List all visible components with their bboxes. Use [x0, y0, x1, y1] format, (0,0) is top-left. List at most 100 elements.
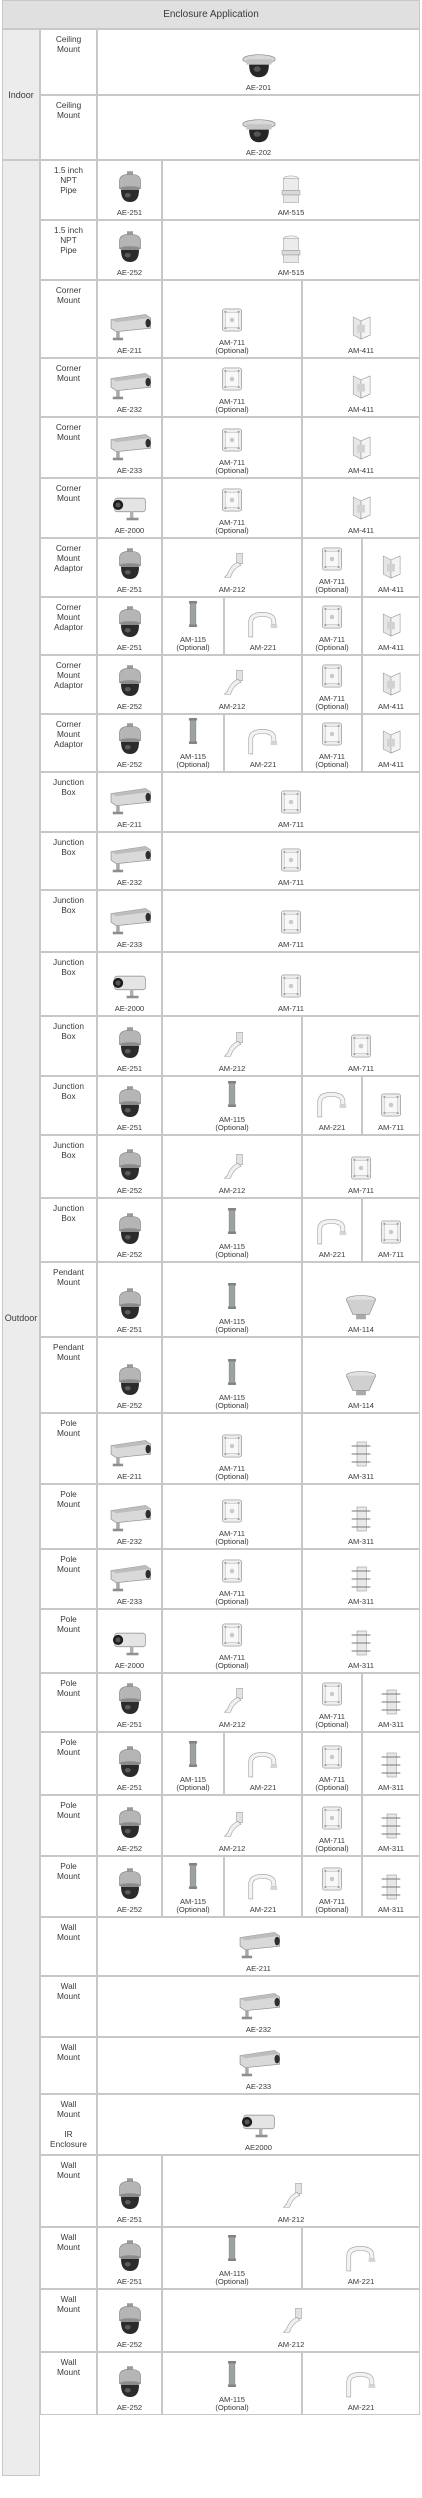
optional-note: (Optional) [315, 702, 349, 712]
junction-box-icon [377, 1218, 405, 1251]
product-cell: AE-251 [97, 1673, 162, 1732]
product-code: AM-711 [218, 1588, 246, 1598]
product-cell: AE-211 [97, 1413, 162, 1484]
product-code: AM-311 [347, 1472, 375, 1482]
junction-box-icon [318, 662, 346, 695]
optional-note: (Optional) [215, 466, 249, 476]
product-cell: AM-311 [302, 1413, 420, 1484]
row-mount-label: Corner Mount [40, 280, 97, 358]
product-code: AM-311 [377, 1720, 405, 1730]
optional-note: (Optional) [215, 1661, 249, 1671]
extension-pole-icon [225, 1204, 239, 1243]
mount-label-line: Corner [55, 483, 82, 493]
product-code: AM-114 [347, 1325, 375, 1335]
product-code: AM-212 [218, 1844, 246, 1854]
product-code: AM-711 [218, 1528, 246, 1538]
row-mount-label: 1.5 inch NPT Pipe [40, 160, 97, 220]
mount-label-line: Mount [56, 670, 81, 680]
product-cell: AE-202 [97, 95, 420, 160]
optional-note: (Optional) [215, 405, 249, 415]
product-code: AM-311 [347, 1597, 375, 1607]
corner-bracket-icon [378, 670, 404, 703]
product-cell: AM-212 [162, 538, 302, 597]
dome-icon [115, 664, 145, 703]
product-cell: AE-252 [97, 1337, 162, 1413]
box-camera-icon [107, 1562, 153, 1598]
product-cell: AM-411 [302, 417, 420, 478]
row-mount-label: Junction Box [40, 772, 97, 832]
row-mount-label: Pole Mount [40, 1673, 97, 1732]
product-cell: AM-115 (Optional) [162, 597, 224, 655]
product-cell: AE-252 [97, 1795, 162, 1856]
box-camera-icon [236, 1929, 282, 1965]
mount-label-line: Box [61, 967, 76, 977]
product-code: AE-211 [246, 1964, 271, 1974]
product-code: AE-251 [116, 2215, 143, 2225]
pole-bracket-icon [379, 1751, 403, 1784]
product-code: AM-711 [318, 1896, 346, 1906]
optional-note: (Optional) [215, 1325, 249, 1335]
product-cell: AE-201 [97, 29, 420, 95]
dome-icon [115, 230, 145, 269]
product-code: AE-201 [245, 83, 272, 93]
corner-bracket-icon [348, 314, 374, 347]
dome-icon [115, 2177, 145, 2216]
mount-label-line: Mount [56, 1499, 81, 1509]
product-cell: AM-221 [224, 714, 302, 772]
product-cell: AM-411 [302, 478, 420, 538]
box-camera-icon [236, 2047, 282, 2083]
product-code: AM-711 [318, 693, 346, 703]
product-cell: AM-115 (Optional) [162, 714, 224, 772]
product-cell: AM-212 [162, 655, 302, 714]
pole-bracket-icon [379, 1873, 403, 1906]
product-code: AM-212 [218, 585, 246, 595]
product-code: AM-115 [218, 2268, 246, 2278]
product-cell: AM-115 (Optional) [162, 2352, 302, 2415]
group-indoor-label: Indoor [2, 29, 40, 160]
mount-label-line: Box [61, 1213, 76, 1223]
ir-camera-icon [109, 493, 151, 527]
optional-note: (Optional) [315, 1783, 349, 1793]
row-mount-label: Junction Box [40, 1135, 97, 1198]
table-title: Enclosure Application [2, 0, 420, 29]
product-cell: AM-711 [362, 1198, 420, 1262]
product-cell: AM-221 [224, 1732, 302, 1795]
product-code: AM-411 [347, 466, 375, 476]
box-camera-icon [107, 905, 153, 941]
junction-box-icon [277, 788, 305, 821]
mount-label-line: Junction [53, 1081, 84, 1091]
mount-label-line: Pendant [53, 1267, 84, 1277]
product-cell: AM-711 (Optional) [162, 1609, 302, 1673]
junction-box-icon [318, 603, 346, 636]
dome-icon [115, 170, 145, 209]
product-cell: AE-2000 [97, 952, 162, 1016]
gooseneck-icon [315, 1216, 349, 1251]
mount-label-line: Wall [60, 1981, 77, 1991]
mount-label-line: Mount [56, 2367, 81, 2377]
product-cell: AE-251 [97, 160, 162, 220]
product-code: AE-252 [116, 268, 143, 278]
row-mount-label: Wall Mount [40, 2155, 97, 2227]
mount-label-line: Pipe [60, 245, 77, 255]
product-cell: AM-114 [302, 1337, 420, 1413]
product-code: AM-115 [179, 634, 207, 644]
product-cell: AE-211 [97, 772, 162, 832]
product-cell: AE-232 [97, 1976, 420, 2037]
product-code: AE-202 [245, 148, 272, 158]
row-mount-label: 1.5 inch NPT Pipe [40, 220, 97, 280]
dome-icon [115, 1363, 145, 1402]
mount-label-line: Box [61, 1031, 76, 1041]
product-code: AM-411 [377, 702, 405, 712]
product-cell: AM-212 [162, 1673, 302, 1732]
product-cell: AM-411 [362, 597, 420, 655]
product-cell: AM-711 [362, 1076, 420, 1135]
gooseneck-icon [344, 2369, 378, 2404]
corner-bracket-icon [348, 434, 374, 467]
product-code: AM-221 [249, 1783, 277, 1793]
optional-note: (Optional) [215, 1472, 249, 1482]
mount-label-line: Mount [56, 2109, 81, 2119]
row-mount-label: Wall Mount [40, 1976, 97, 2037]
junction-box-icon [318, 1743, 346, 1776]
product-code: AE-2000 [114, 1004, 145, 1014]
mount-label-line: Mount [56, 44, 81, 54]
